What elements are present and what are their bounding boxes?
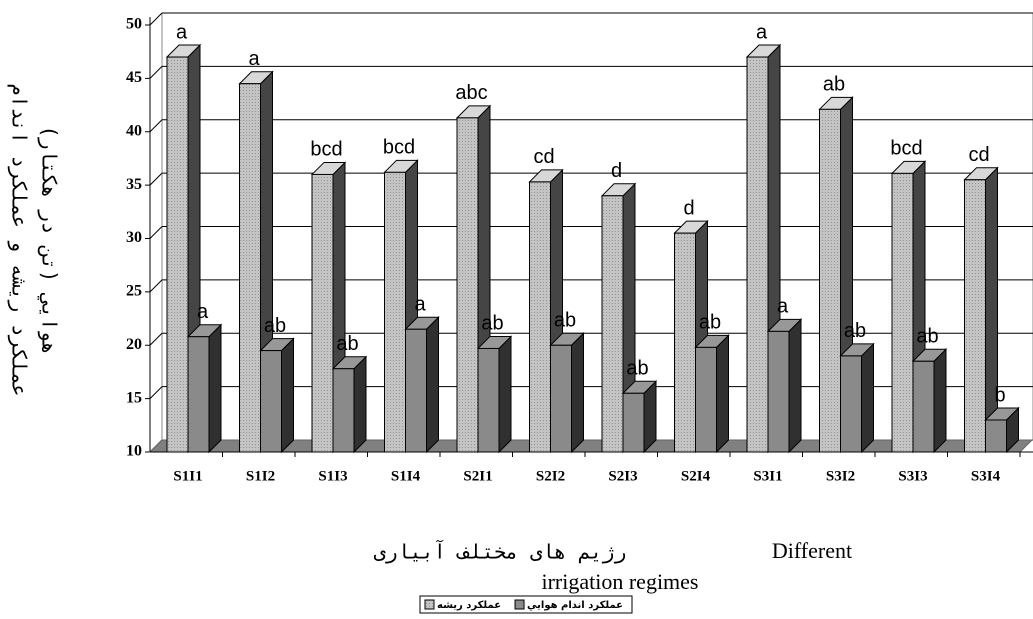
y-tick-label: 50 xyxy=(126,16,142,33)
grid-line xyxy=(149,12,163,26)
legend-swatch xyxy=(424,599,435,610)
significance-letter: a xyxy=(777,296,789,318)
significance-letter: bcd xyxy=(890,138,922,160)
significance-letter: cd xyxy=(968,144,989,166)
significance-letter: ab xyxy=(699,312,721,334)
bar xyxy=(456,117,479,453)
y-tick-label: 30 xyxy=(126,229,142,246)
bar xyxy=(239,83,261,453)
legend-swatch xyxy=(514,599,525,610)
x-tick-label: S1I1 xyxy=(173,468,202,484)
bar xyxy=(384,171,406,453)
bar xyxy=(601,195,624,453)
bar xyxy=(674,232,696,453)
significance-letter: ab xyxy=(481,313,503,335)
x-tick-label: S3I3 xyxy=(898,468,927,484)
significance-letter: a xyxy=(176,21,188,43)
bar-side xyxy=(716,334,729,454)
significance-letter: ab xyxy=(916,326,938,348)
significance-letter: ab xyxy=(823,74,845,96)
bar-side xyxy=(498,335,512,454)
grid-line xyxy=(149,386,163,399)
bar-side xyxy=(208,323,222,454)
y-tick-label: 20 xyxy=(126,336,142,353)
bar xyxy=(332,368,355,453)
significance-letter: ab xyxy=(844,320,866,342)
legend-label: عملكرد اندام هوايي xyxy=(527,600,623,611)
bar xyxy=(477,347,500,453)
x-axis-title: Different xyxy=(772,538,852,563)
bar xyxy=(912,360,935,453)
significance-letter: a xyxy=(197,301,209,323)
bar xyxy=(985,419,1007,453)
significance-letter: bcd xyxy=(310,139,342,161)
bar xyxy=(622,392,645,453)
significance-letter: d xyxy=(683,197,694,219)
bar-side xyxy=(571,332,584,454)
bar xyxy=(767,330,790,453)
grid-line xyxy=(149,332,163,346)
bar-side xyxy=(353,355,367,454)
significance-letter: a xyxy=(414,294,426,316)
significance-letter: bcd xyxy=(383,137,415,159)
bar xyxy=(550,344,572,453)
x-tick-label: S2I4 xyxy=(681,468,711,484)
bar-side xyxy=(426,316,439,454)
x-axis-title: رژيم هاى مختلف آبيارى xyxy=(374,539,627,564)
bar xyxy=(260,350,282,453)
bar xyxy=(964,179,986,453)
significance-letter: a xyxy=(248,48,260,70)
grid-line xyxy=(149,66,163,79)
significance-letter: ab xyxy=(626,358,648,380)
y-tick-label: 45 xyxy=(126,69,142,86)
x-tick-label: S2I2 xyxy=(536,468,565,484)
x-axis-title: irrigation regimes xyxy=(541,569,698,594)
bar-side xyxy=(788,318,802,454)
legend-label: عملكرد ريشه xyxy=(437,600,501,611)
significance-letter: abc xyxy=(455,82,487,104)
significance-letter: ab xyxy=(336,333,358,355)
bar xyxy=(405,328,427,453)
x-tick-label: S3I2 xyxy=(826,468,855,484)
significance-letter: ab xyxy=(264,315,286,337)
x-tick-label: S3I4 xyxy=(971,468,1001,484)
x-tick-label: S3I1 xyxy=(753,468,782,484)
y-tick-label: 40 xyxy=(126,122,142,139)
significance-letter: b xyxy=(994,384,1005,406)
significance-letter: cd xyxy=(533,146,554,168)
x-tick-label: S2I1 xyxy=(463,468,492,484)
grid-line xyxy=(149,119,163,133)
y-tick-label: 15 xyxy=(126,389,142,406)
x-tick-label: S1I4 xyxy=(391,468,421,484)
grid-line xyxy=(149,172,163,186)
bar xyxy=(695,346,717,453)
significance-letter: ab xyxy=(554,310,576,332)
bar-side xyxy=(281,337,294,454)
significance-letter: a xyxy=(756,21,768,43)
y-axis-title: عملكرد ريشه و عملكرد اندام xyxy=(8,83,32,396)
bar xyxy=(529,181,551,453)
bar-side xyxy=(933,348,947,454)
y-tick-label: 25 xyxy=(126,283,142,300)
bar-side xyxy=(861,342,874,454)
x-tick-label: S1I2 xyxy=(246,468,275,484)
y-tick-label: 35 xyxy=(126,176,142,193)
bar xyxy=(187,336,210,453)
bar xyxy=(891,172,914,453)
x-tick-label: S1I3 xyxy=(318,468,347,484)
bar xyxy=(746,56,769,453)
x-tick-label: S2I3 xyxy=(608,468,637,484)
bar xyxy=(840,355,862,453)
y-axis-title: هوايي (تن در هكتار) xyxy=(37,126,62,355)
bar xyxy=(311,173,334,453)
significance-letter: d xyxy=(611,160,622,182)
grid-line xyxy=(149,279,163,293)
bar xyxy=(166,56,189,453)
y-tick-label: 10 xyxy=(126,443,142,460)
legend-box xyxy=(419,595,633,614)
bar xyxy=(819,108,841,453)
grid-line xyxy=(149,226,163,239)
